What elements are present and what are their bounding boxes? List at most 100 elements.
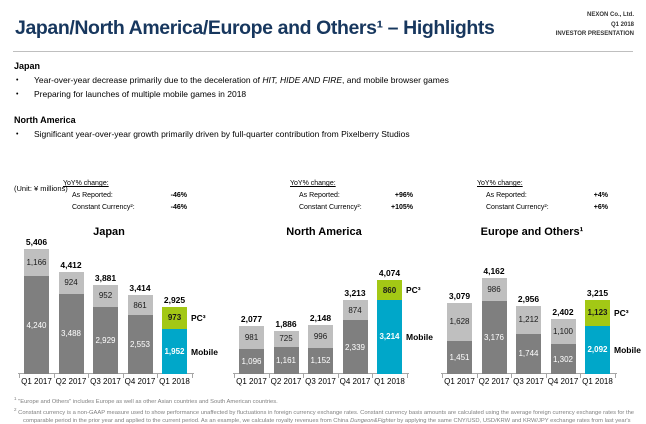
x-axis-tick-label: Q2 2017 (478, 377, 510, 386)
bar-segment-pc: 860 (377, 280, 402, 300)
slide-title: Japan/North America/Europe and Others¹ –… (15, 17, 495, 39)
bullet-text: Preparing for launches of multiple mobil… (34, 89, 247, 100)
as-reported-value: +4% (593, 192, 608, 199)
yoy-heading: YoY% change: (290, 180, 336, 187)
brand-quarter: Q1 2018 (610, 21, 634, 28)
bar-segment-pc: 874 (342, 300, 368, 321)
constant-currency-label: Constant Currency²: (299, 204, 362, 211)
bar-total-label: 2,148 (309, 312, 332, 323)
mobile-series-label: Mobile (406, 332, 433, 342)
bar-segment-pc: 725 (273, 330, 299, 348)
bar-segment-pc: 1,212 (516, 305, 541, 334)
bullet-item: • Year-over-year decrease primarily due … (14, 75, 634, 86)
bar-segment-mobile: 3,488 (58, 293, 84, 374)
bar-segment-pc: 924 (58, 272, 84, 294)
section-heading-japan: Japan (14, 61, 41, 71)
footnote-2: 2 Constant currency is a non-GAAP measur… (14, 407, 636, 424)
brand-presentation: INVESTOR PRESENTATION (555, 31, 634, 38)
footnote-1: 1 "Europe and Others" includes Europe as… (14, 396, 636, 406)
section-heading-north-america: North America (14, 115, 76, 126)
x-axis-tick-label: Q4 2017 (547, 377, 579, 386)
bar-segment-mobile: 2,092 (585, 325, 610, 374)
x-axis-tick (442, 374, 444, 378)
bar-segment-mobile: 4,240 (24, 276, 49, 374)
bar-total-label: 2,925 (163, 294, 186, 305)
mobile-series-label: Mobile (614, 344, 641, 355)
bullet-item: • Significant year-over-year growth prim… (14, 129, 634, 140)
bar-total-label: 5,406 (25, 237, 48, 248)
x-axis-tick (476, 374, 478, 378)
footnote-text: Constant currency is a non-GAAP measure … (18, 409, 635, 424)
x-axis-tick-label: Q3 2017 (305, 377, 336, 386)
x-axis-tick (53, 374, 55, 378)
x-axis-labels-europe: Q1 2017 Q2 2017 Q3 2017 Q4 2017 Q1 2018 (444, 377, 645, 389)
bullet-item: • Preparing for launches of multiple mob… (14, 89, 634, 100)
x-axis-tick-label: Q2 2017 (270, 377, 302, 386)
bar-segment-pc: 981 (239, 326, 264, 349)
bullet-glyph: • (16, 130, 19, 138)
bar-segment-pc: 861 (127, 295, 153, 316)
x-axis-tick-label: Q4 2017 (339, 377, 371, 386)
bar-total-label: 3,414 (129, 283, 151, 294)
x-axis-tick (580, 374, 582, 378)
x-axis-tick (406, 374, 408, 378)
bar-total-label: 3,213 (344, 288, 366, 298)
x-axis-tick (19, 374, 21, 378)
pc-series-label: PC³ (406, 285, 421, 295)
yoy-block-north-america: YoY% change: As Reported: +96% Constant C… (290, 180, 413, 216)
footnote-marker: 2 (14, 406, 17, 412)
as-reported-value: +96% (394, 192, 413, 199)
chart-title-europe: Europe and Others¹ (480, 226, 584, 238)
bar-segment-mobile: 1,152 (308, 347, 333, 374)
as-reported-label: As Reported: (72, 192, 113, 199)
constant-currency-value: +6% (593, 204, 608, 211)
yoy-block-japan: YoY% change: As Reported: -46% Constant C… (63, 180, 187, 216)
bar-total-label: 1,886 (275, 318, 297, 329)
x-axis-tick-label: Q2 2017 (55, 377, 87, 386)
x-axis-tick-label: Q3 2017 (90, 377, 121, 386)
bar-total-label: 3,215 (586, 287, 609, 298)
bar-segment-mobile: 2,553 (127, 315, 153, 374)
bullet-text: Year-over-year decrease primarily due to… (34, 74, 449, 85)
bar-segment-pc: 1,628 (447, 303, 472, 341)
x-axis-tick-label: Q3 2017 (513, 377, 544, 386)
bullet-text: Significant year-over-year growth primar… (34, 128, 410, 139)
bar-segment-mobile: 2,929 (93, 306, 118, 374)
footnote-marker: 1 (14, 396, 17, 401)
bar-total-label: 4,074 (378, 268, 401, 279)
x-axis-labels-japan: Q1 2017 Q2 2017 Q3 2017 Q4 2017 Q1 2018 (21, 377, 222, 389)
bar-segment-mobile: 1,744 (516, 333, 541, 374)
bullet-glyph: • (16, 76, 19, 84)
x-axis-tick (234, 374, 236, 378)
bar-total-label: 4,162 (483, 266, 505, 277)
x-axis-tick-label: Q4 2017 (124, 377, 156, 386)
title-divider (13, 51, 633, 52)
x-axis-tick-label: Q1 2017 (236, 377, 267, 386)
x-axis-tick (268, 374, 270, 378)
chart-plot-japan: 4,240 1,166 5,406 3,488 924 4,412 2,929 952 3,88… (18, 237, 218, 378)
bar-segment-pc: 1,100 (550, 318, 576, 344)
bar-segment-pc: 952 (93, 284, 118, 307)
bar-total-label: 2,402 (552, 306, 574, 317)
bar-total-label: 3,079 (448, 291, 471, 302)
x-axis-tick-label: Q1 2018 (582, 377, 613, 386)
brand-company: NEXON Co., Ltd. (587, 12, 634, 18)
x-axis-tick-label: Q1 2018 (374, 377, 405, 386)
bar-segment-pc: 986 (481, 278, 507, 301)
x-axis-tick (157, 374, 159, 378)
constant-currency-label: Constant Currency²: (72, 204, 135, 211)
chart-plot-north-america: 1,096 981 2,077 1,161 725 1,886 1,152 996 2,148 2… (233, 240, 433, 378)
footnote-text: "Europe and Others" includes Europe as w… (18, 398, 278, 405)
bullet-glyph: • (16, 91, 19, 99)
bar-segment-mobile: 1,451 (447, 340, 472, 374)
pc-series-label: PC³ (191, 312, 206, 323)
constant-currency-value: +105% (391, 204, 413, 211)
bar-total-label: 4,412 (60, 260, 82, 271)
bar-segment-pc: 996 (308, 324, 333, 348)
chart-title-north-america: North America (286, 226, 362, 238)
bar-segment-pc: 973 (162, 306, 187, 329)
x-axis-tick-label: Q1 2017 (21, 377, 52, 386)
x-axis-tick-label: Q1 2017 (444, 377, 475, 386)
x-axis-tick-label: Q1 2018 (159, 377, 190, 386)
